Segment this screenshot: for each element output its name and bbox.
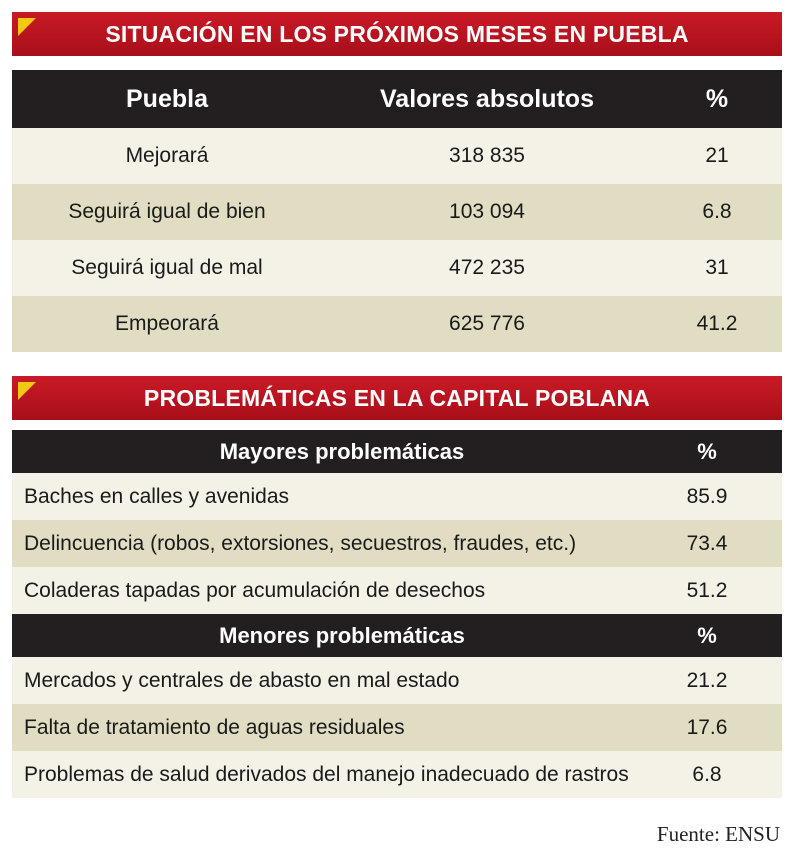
header-mayores: Mayores problemáticas: [219, 438, 465, 464]
row-value: 318 835: [449, 144, 525, 167]
row-label: Delincuencia (robos, extorsiones, secues…: [24, 531, 577, 555]
header-puebla: Puebla: [126, 84, 208, 113]
row-label: Seguirá igual de mal: [71, 256, 263, 279]
table-header-major: Mayores problemáticas %: [12, 430, 782, 473]
table-row: Seguirá igual de mal 472 235 31: [12, 240, 782, 296]
header-percent: %: [697, 438, 717, 464]
section2-banner: PROBLEMÁTICAS EN LA CAPITAL POBLANA: [12, 376, 782, 420]
problematicas-table: Mayores problemáticas % Baches en calles…: [12, 430, 782, 798]
table-row: Delincuencia (robos, extorsiones, secues…: [12, 520, 782, 567]
row-percent: 31: [705, 256, 729, 279]
corner-triangle-icon: [18, 382, 36, 400]
row-label: Empeorará: [115, 312, 219, 335]
table-header: Puebla Valores absolutos %: [12, 70, 782, 128]
section1-banner: SITUACIÓN EN LOS PRÓXIMOS MESES EN PUEBL…: [12, 12, 782, 56]
row-label: Coladeras tapadas por acumulación de des…: [24, 578, 486, 602]
row-value: 472 235: [449, 256, 525, 279]
situacion-table: Puebla Valores absolutos % Mejorará 318 …: [12, 70, 782, 352]
row-percent: 85.9: [686, 484, 728, 508]
row-percent: 6.8: [692, 762, 722, 786]
row-value: 625 776: [449, 312, 525, 335]
row-value: 103 094: [449, 200, 525, 223]
row-percent: 6.8: [702, 200, 732, 223]
table-row: Baches en calles y avenidas 85.9: [12, 473, 782, 520]
table-header-minor: Menores problemáticas %: [12, 614, 782, 657]
row-label: Problemas de salud derivados del manejo …: [24, 762, 629, 786]
table-row: Coladeras tapadas por acumulación de des…: [12, 567, 782, 614]
corner-triangle-icon: [18, 18, 36, 36]
header-percent: %: [697, 622, 717, 648]
row-label: Seguirá igual de bien: [68, 200, 266, 223]
header-menores: Menores problemáticas: [219, 622, 465, 648]
row-label: Mercados y centrales de abasto en mal es…: [24, 668, 460, 692]
table-row: Seguirá igual de bien 103 094 6.8: [12, 184, 782, 240]
row-percent: 21: [705, 144, 729, 167]
table-row: Mercados y centrales de abasto en mal es…: [12, 657, 782, 704]
row-label: Mejorará: [125, 144, 209, 167]
source-note: Fuente: ENSU: [656, 822, 780, 846]
table-row: Empeorará 625 776 41.2: [12, 296, 782, 352]
row-percent: 41.2: [696, 312, 738, 335]
header-valores: Valores absolutos: [380, 84, 594, 113]
table-row: Mejorará 318 835 21: [12, 128, 782, 184]
row-percent: 73.4: [686, 531, 728, 555]
row-percent: 51.2: [686, 578, 728, 602]
row-percent: 21.2: [686, 668, 728, 692]
table-row: Problemas de salud derivados del manejo …: [12, 751, 782, 798]
row-label: Baches en calles y avenidas: [24, 484, 289, 508]
row-percent: 17.6: [686, 715, 728, 739]
section2-title: PROBLEMÁTICAS EN LA CAPITAL POBLANA: [143, 384, 651, 411]
row-label: Falta de tratamiento de aguas residuales: [24, 715, 405, 739]
section1-title: SITUACIÓN EN LOS PRÓXIMOS MESES EN PUEBL…: [105, 20, 689, 47]
table-row: Falta de tratamiento de aguas residuales…: [12, 704, 782, 751]
header-percent: %: [705, 84, 729, 113]
